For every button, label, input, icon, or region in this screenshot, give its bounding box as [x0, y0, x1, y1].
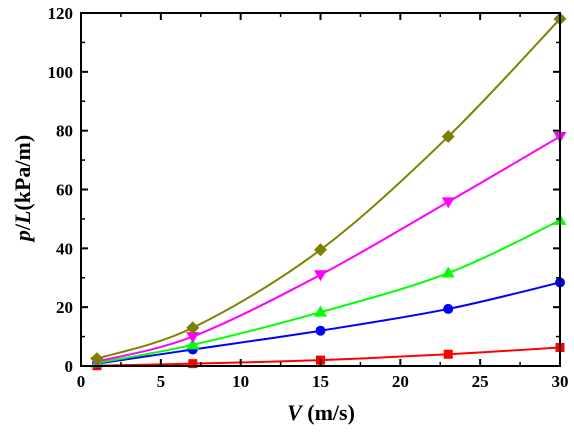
- y-tick-label: 0: [65, 357, 74, 376]
- x-tick-label: 10: [232, 372, 249, 391]
- data-point-triangle-up: [186, 338, 200, 350]
- axes-layer: 0 5 10 15 20 25 30 0 20 40 60 80 100 120: [48, 4, 569, 391]
- y-tick-label: 40: [56, 239, 73, 258]
- y-tick-label: 80: [56, 122, 73, 141]
- y-tick-label: 20: [56, 298, 73, 317]
- y-tick-label: 120: [48, 4, 74, 23]
- x-tick-label: 30: [552, 372, 569, 391]
- data-point-circle: [443, 303, 454, 314]
- y-axis-title: p/L(kPa/m): [10, 135, 35, 243]
- data-point-diamond: [90, 352, 104, 366]
- series-layer: [90, 12, 567, 371]
- x-tick-label: 25: [472, 372, 489, 391]
- x-tick-label: 15: [312, 372, 329, 391]
- x-axis-title: V (m/s): [287, 400, 355, 425]
- data-point-diamond: [441, 130, 455, 144]
- x-tick-label: 20: [392, 372, 409, 391]
- series-4: [90, 12, 567, 366]
- series-3: [90, 132, 567, 369]
- y-tick-label: 100: [48, 63, 74, 82]
- series-line: [96, 219, 561, 365]
- series-1: [91, 277, 565, 369]
- data-point-circle: [315, 325, 326, 336]
- x-tick-label: 5: [157, 372, 166, 391]
- y-axis-var-p: p: [10, 230, 35, 243]
- data-point-diamond: [314, 243, 327, 257]
- x-axis-var: V: [287, 400, 304, 425]
- data-point-triangle-down: [186, 332, 200, 344]
- y-axis-unit: (kPa/m): [10, 135, 35, 211]
- series-line: [96, 135, 561, 363]
- data-point-square: [443, 349, 453, 359]
- y-axis-slash: /: [10, 223, 35, 231]
- data-point-triangle-up: [441, 266, 455, 278]
- data-point-square: [188, 359, 198, 369]
- x-axis-unit: (m/s): [302, 400, 355, 425]
- series-line: [96, 18, 561, 360]
- x-tick-label: 0: [77, 372, 86, 391]
- y-tick-label: 60: [56, 181, 73, 200]
- data-point-triangle-down: [314, 270, 327, 282]
- data-point-diamond: [186, 321, 200, 335]
- series-2: [90, 213, 567, 368]
- data-point-triangle-down: [441, 197, 455, 209]
- data-point-triangle-up: [314, 305, 327, 317]
- y-axis-var-l: L: [10, 211, 35, 225]
